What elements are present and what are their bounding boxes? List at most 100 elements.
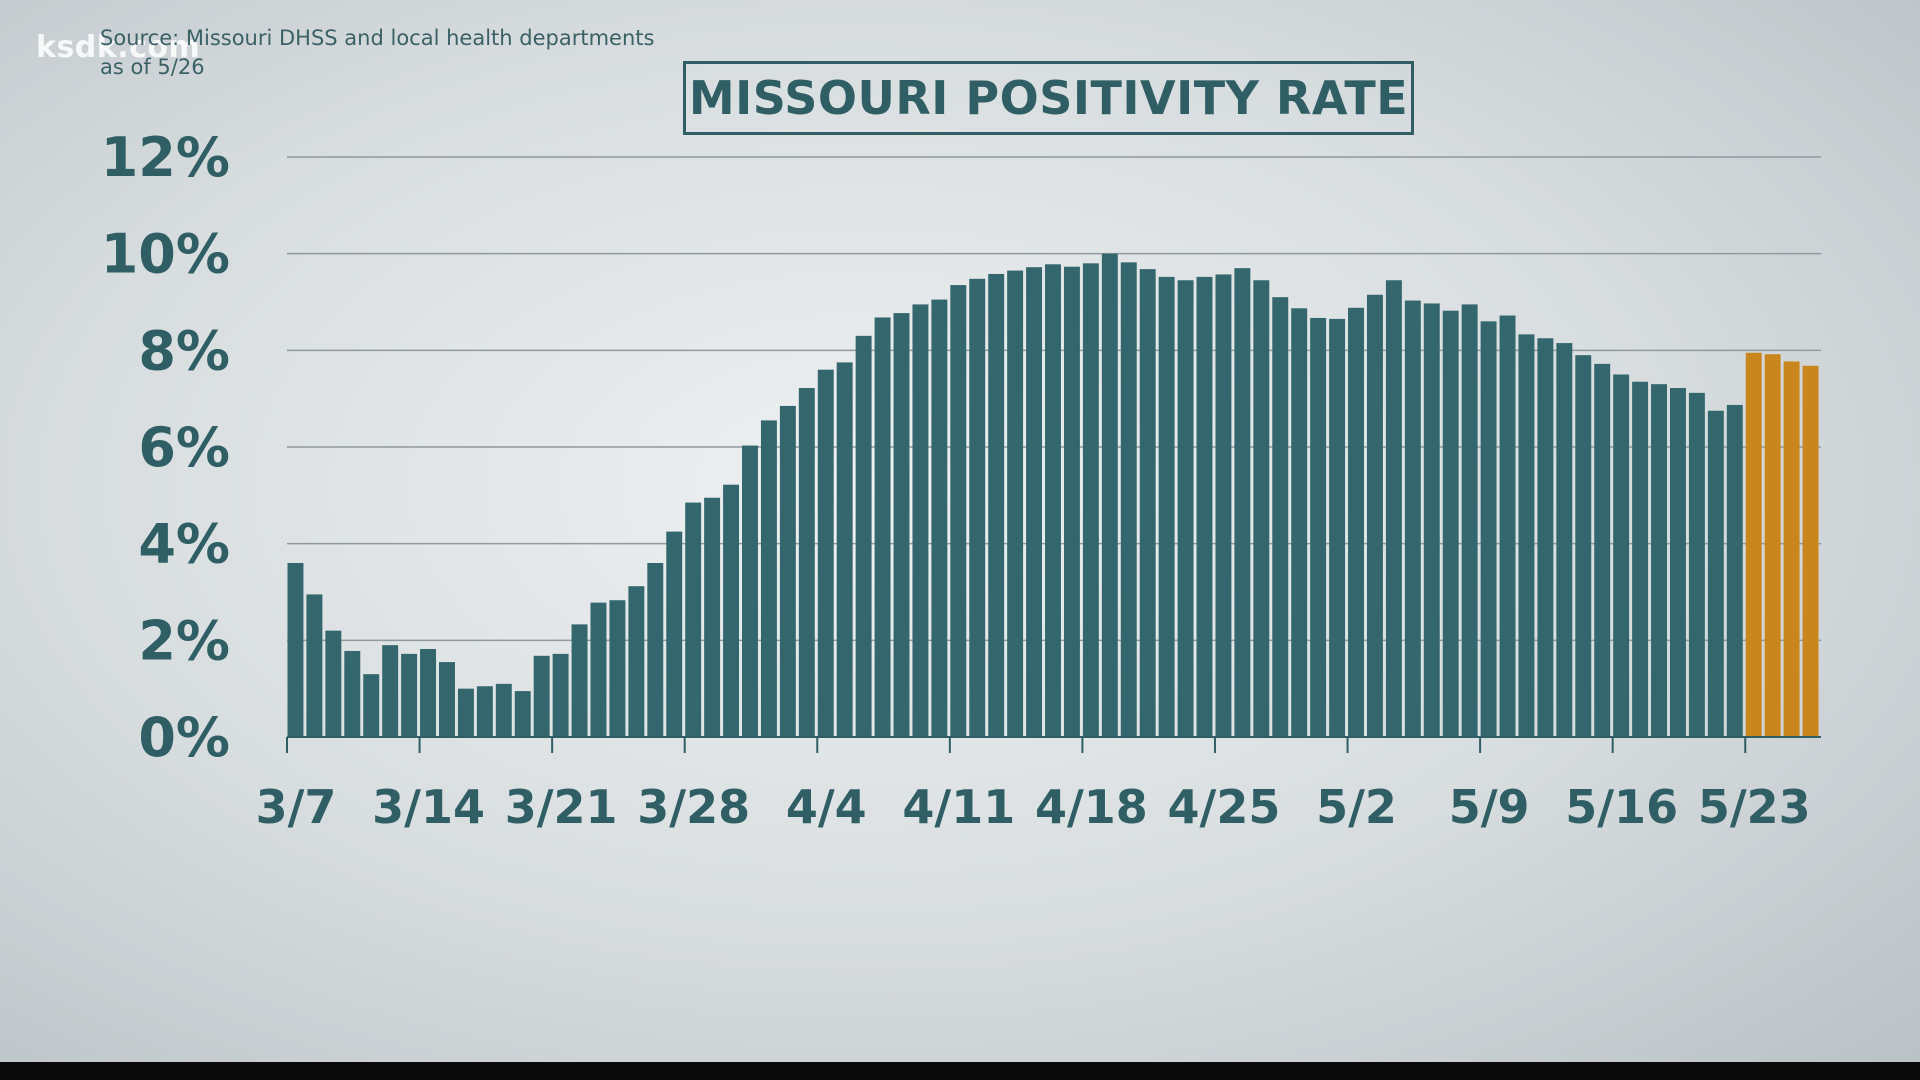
x-tick-label: 4/18 xyxy=(1035,780,1148,834)
bar xyxy=(969,278,986,737)
bar xyxy=(1026,267,1043,737)
bar xyxy=(1120,262,1137,737)
bar-highlight xyxy=(1745,352,1762,737)
bar xyxy=(1461,304,1478,737)
x-tick-label: 5/2 xyxy=(1316,780,1397,834)
x-tick-label: 3/21 xyxy=(505,780,618,834)
bar xyxy=(533,655,550,737)
bar xyxy=(1613,374,1630,737)
bar xyxy=(1310,317,1327,737)
x-axis xyxy=(286,736,1821,753)
bar xyxy=(1348,307,1364,737)
bar xyxy=(1158,276,1175,737)
bar xyxy=(798,388,815,737)
bar xyxy=(1366,294,1383,737)
source-note: Source: Missouri DHSS and local health d… xyxy=(100,24,654,82)
bar xyxy=(439,662,455,737)
bottom-letterbox xyxy=(0,1062,1920,1080)
bar xyxy=(1063,266,1080,737)
bar xyxy=(1404,300,1421,737)
bar xyxy=(1272,297,1289,737)
x-tick-label: 3/14 xyxy=(372,780,485,834)
bar-highlight xyxy=(1764,354,1781,737)
bar-highlight xyxy=(1802,365,1819,737)
source-line-1: Source: Missouri DHSS and local health d… xyxy=(100,26,655,50)
bar xyxy=(552,653,569,737)
bar xyxy=(647,563,664,737)
x-tick-labels: 3/7 3/14 3/21 3/28 4/4 4/11 4/18 4/25 5/2 5/9 5/16… xyxy=(256,780,1811,834)
bar xyxy=(1215,274,1232,737)
bar xyxy=(1007,270,1024,737)
x-tick-label: 5/9 xyxy=(1449,780,1530,834)
x-tick-label: 4/25 xyxy=(1168,780,1281,834)
bar xyxy=(1196,276,1213,737)
x-tick-label: 5/23 xyxy=(1698,780,1811,834)
bar xyxy=(1082,263,1099,737)
bar xyxy=(1726,404,1743,737)
bar xyxy=(1556,343,1573,737)
bar xyxy=(1594,363,1611,737)
x-tick-label: 5/16 xyxy=(1565,780,1678,834)
bars xyxy=(287,253,1819,737)
bar xyxy=(344,650,361,737)
bar xyxy=(401,653,418,737)
bar xyxy=(893,313,910,737)
bar xyxy=(495,683,512,737)
bar xyxy=(1651,384,1667,737)
bar xyxy=(1177,280,1194,737)
y-tick-label: 6% xyxy=(138,416,230,479)
x-tick-label: 3/28 xyxy=(637,780,750,834)
bar xyxy=(723,484,740,737)
bar xyxy=(760,420,777,737)
bar xyxy=(1632,381,1649,737)
bar xyxy=(950,285,967,737)
bar xyxy=(1101,253,1118,737)
bar xyxy=(628,586,645,737)
bar xyxy=(1045,264,1061,737)
y-tick-label: 0% xyxy=(138,706,230,769)
bar xyxy=(874,317,891,737)
bar xyxy=(590,602,607,737)
bar xyxy=(1442,310,1459,737)
bar xyxy=(704,497,721,737)
x-tick-label: 4/4 xyxy=(786,780,867,834)
bar xyxy=(1499,315,1516,737)
bar-highlight xyxy=(1783,361,1800,737)
bar xyxy=(779,405,796,737)
bar xyxy=(1688,392,1705,737)
y-tick-label: 8% xyxy=(138,319,230,382)
y-tick-label: 2% xyxy=(138,609,230,672)
bar xyxy=(912,304,929,737)
bar xyxy=(363,674,380,737)
bar xyxy=(514,691,531,737)
y-tick-labels: 0% 2% 4% 6% 8% 10% 12% xyxy=(101,126,230,769)
chart-title: MISSOURI POSITIVITY RATE xyxy=(688,71,1409,125)
bar xyxy=(1669,388,1686,737)
bar xyxy=(1291,308,1308,737)
bar xyxy=(1253,280,1270,737)
bar xyxy=(1423,303,1440,737)
bar xyxy=(457,688,474,737)
bar xyxy=(1139,269,1156,737)
bar xyxy=(685,502,702,737)
y-tick-label: 4% xyxy=(138,513,230,576)
bar xyxy=(571,624,588,737)
bar xyxy=(1707,410,1724,737)
bar xyxy=(1537,338,1554,737)
chart-title-box: MISSOURI POSITIVITY RATE xyxy=(683,61,1414,135)
bar xyxy=(1575,355,1592,737)
bar xyxy=(988,273,1005,737)
station-watermark: ksdk.com xyxy=(36,30,201,65)
y-tick-label: 10% xyxy=(101,223,230,286)
bar xyxy=(609,600,626,737)
bar xyxy=(817,369,834,737)
y-tick-label: 12% xyxy=(101,126,230,189)
bar xyxy=(666,531,683,737)
bar xyxy=(325,630,342,737)
bar xyxy=(1480,321,1497,737)
x-tick-label: 3/7 xyxy=(256,780,337,834)
bar xyxy=(476,686,493,737)
bar xyxy=(1518,334,1535,737)
